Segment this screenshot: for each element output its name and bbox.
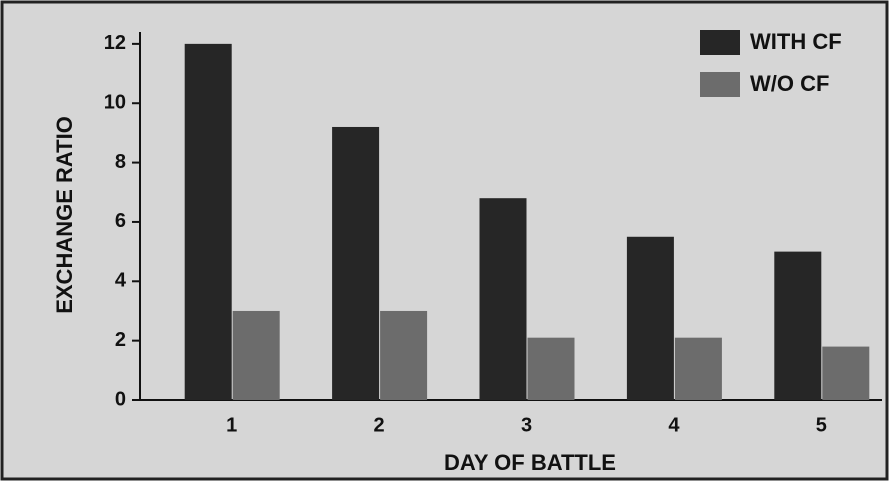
bar <box>380 310 428 400</box>
x-tick-label: 5 <box>816 414 827 436</box>
y-tick-label: 10 <box>104 92 126 114</box>
y-tick-label: 0 <box>115 388 126 410</box>
y-axis-label: EXCHANGE RATIO <box>52 116 77 314</box>
x-tick-label: 4 <box>668 414 680 436</box>
y-tick-label: 12 <box>104 32 126 54</box>
bar <box>232 310 280 400</box>
bar <box>527 337 575 400</box>
bar <box>822 346 870 400</box>
legend-swatch <box>700 72 740 97</box>
x-tick-label: 1 <box>226 414 237 436</box>
bar <box>774 251 822 400</box>
bar <box>479 198 527 400</box>
x-tick-label: 3 <box>521 414 532 436</box>
bar <box>184 43 232 400</box>
y-tick-label: 4 <box>115 270 127 292</box>
y-tick-label: 8 <box>115 151 126 173</box>
legend-swatch <box>700 30 740 55</box>
y-tick-label: 2 <box>115 329 126 351</box>
bar <box>674 337 722 400</box>
y-tick-label: 6 <box>115 210 126 232</box>
legend-label: W/O CF <box>750 71 829 96</box>
x-tick-label: 2 <box>374 414 385 436</box>
x-axis-label: DAY OF BATTLE <box>444 450 616 475</box>
bar <box>332 126 380 400</box>
legend-label: WITH CF <box>750 29 842 54</box>
bar <box>626 236 674 400</box>
